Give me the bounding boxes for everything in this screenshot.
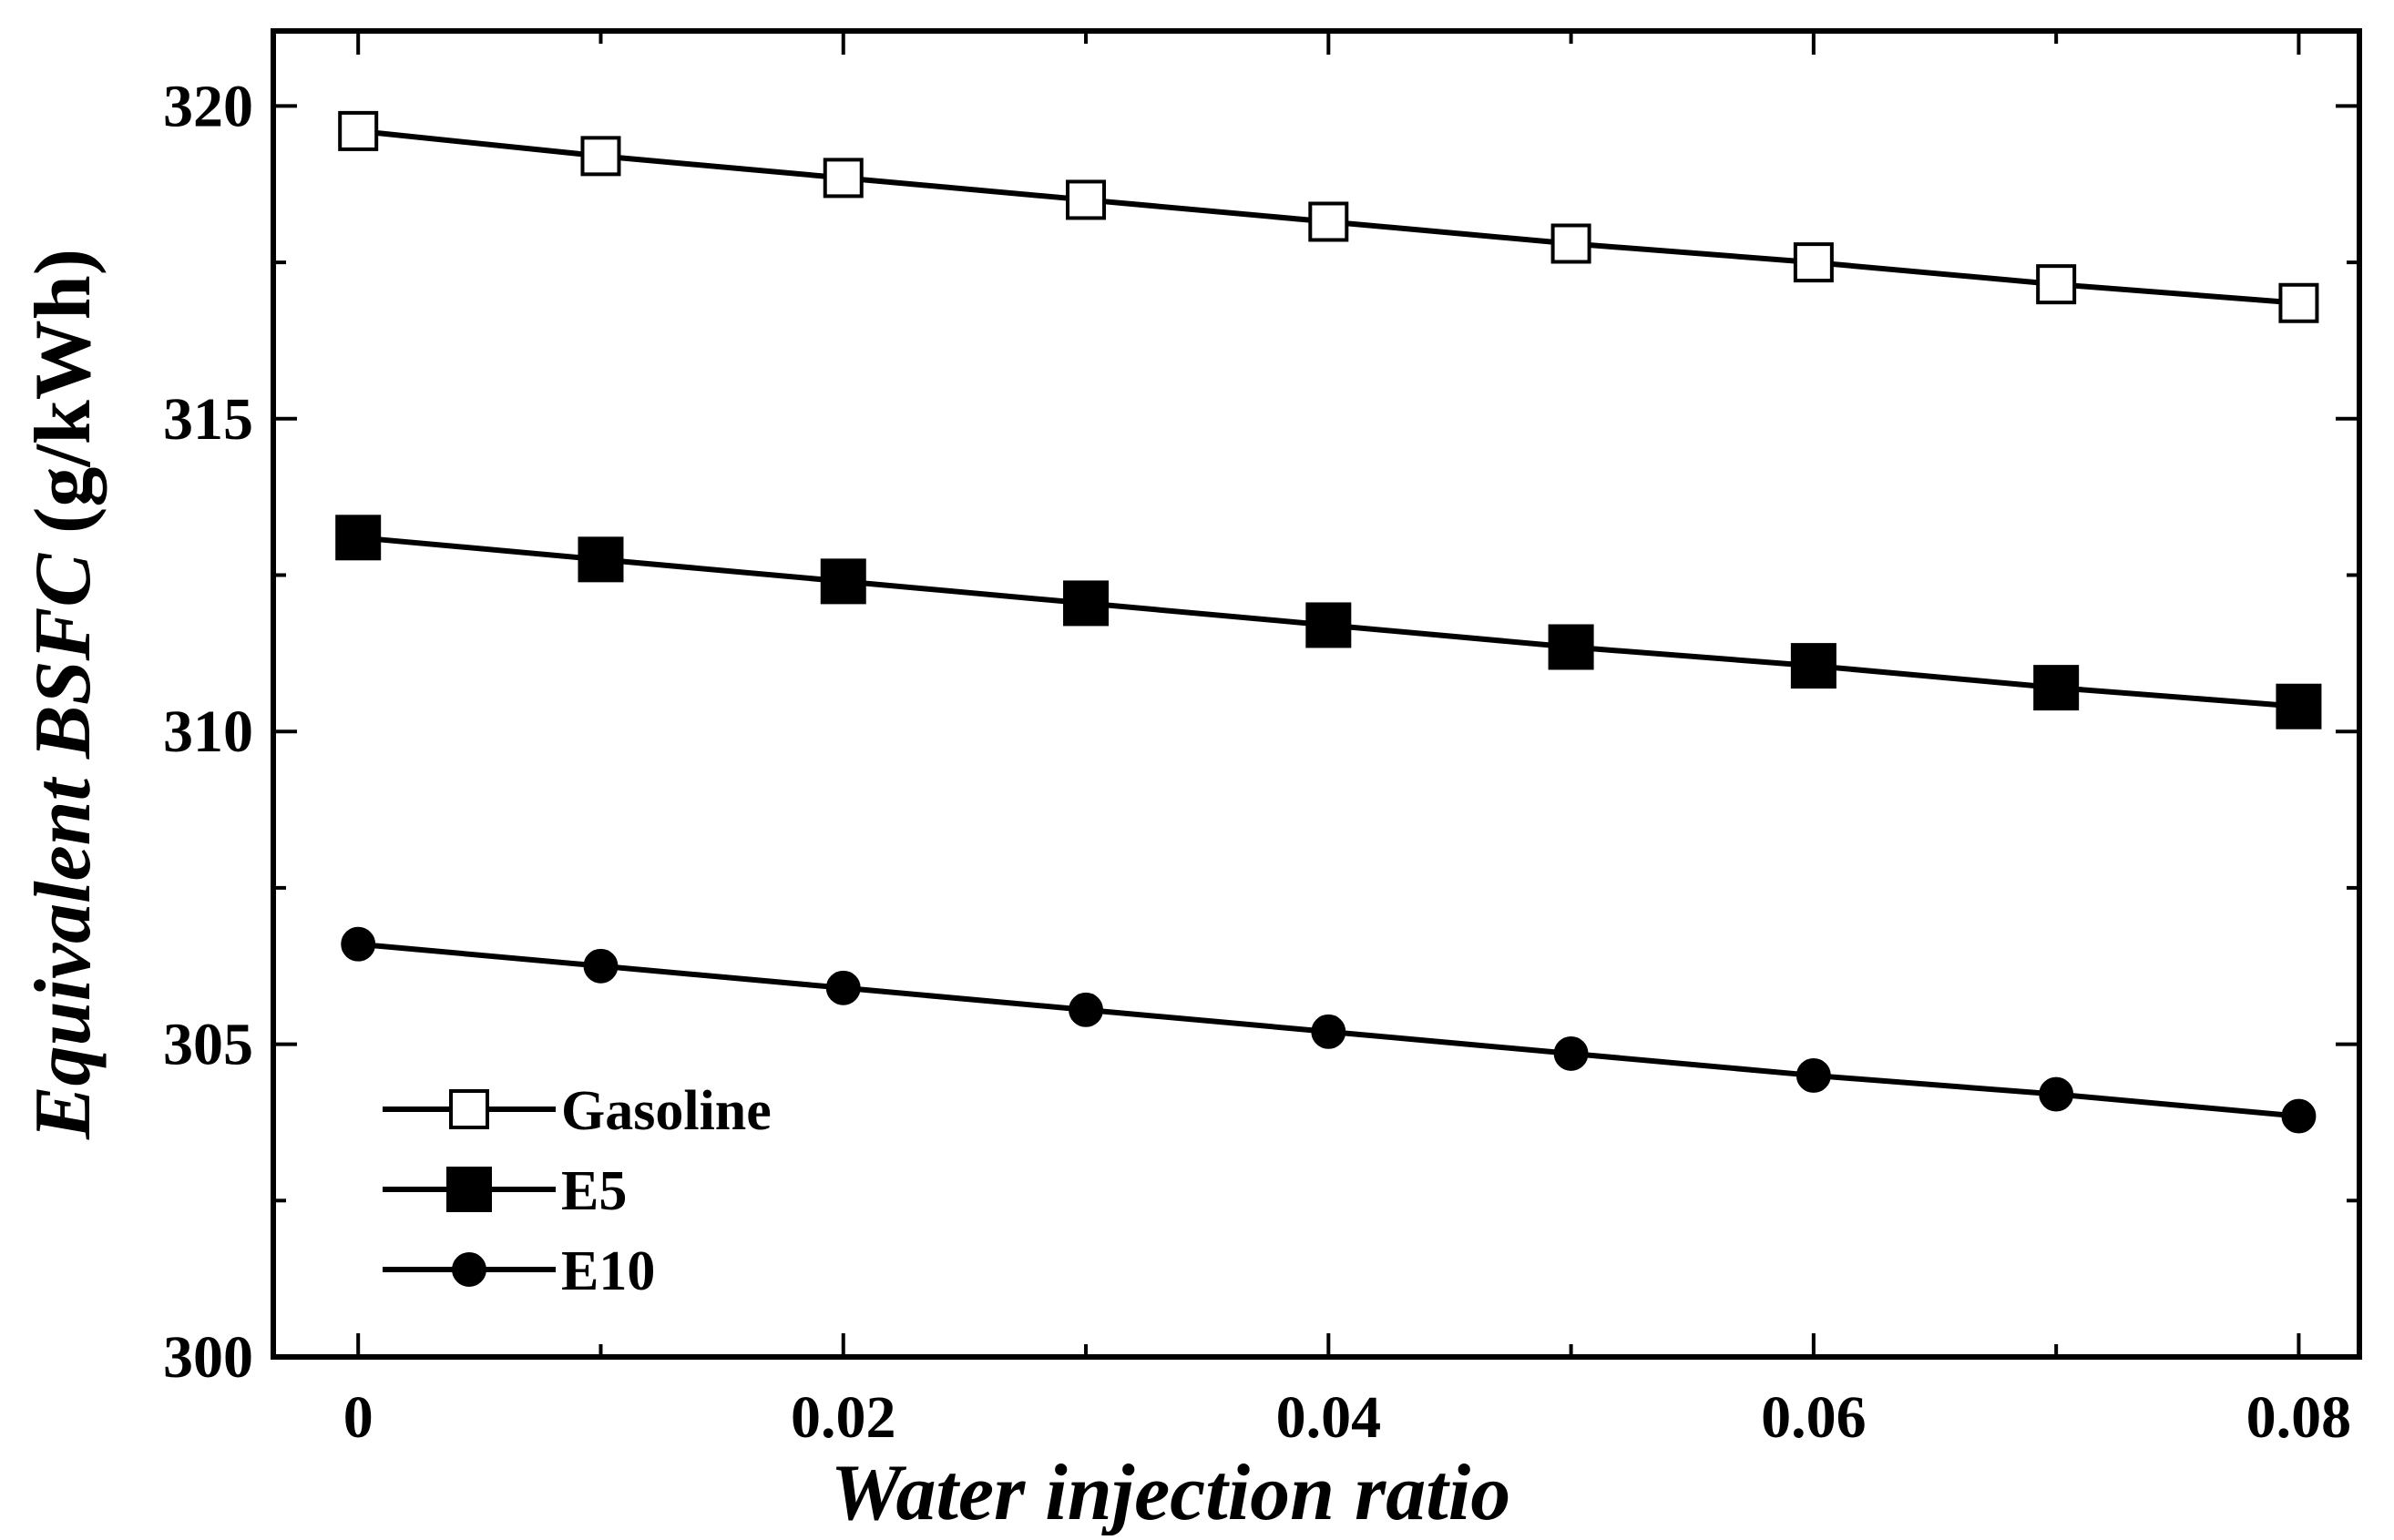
y-tick-label: 310 bbox=[163, 699, 253, 765]
data-point-e10 bbox=[2039, 1076, 2074, 1112]
x-axis-title: Water injection ratio bbox=[831, 1449, 1510, 1535]
legend-entry-e5: E5 bbox=[383, 1160, 627, 1222]
x-tick-label: 0 bbox=[343, 1384, 373, 1451]
legend-marker-e10 bbox=[452, 1252, 486, 1287]
legend-label-e10: E10 bbox=[561, 1240, 655, 1302]
data-point-gasoline bbox=[1066, 179, 1107, 220]
y-axis-title: Equivalent BSFC (g/kWh) bbox=[19, 249, 107, 1140]
y-axis-title-units: (g/kWh) bbox=[19, 249, 107, 554]
data-point-e10 bbox=[1553, 1035, 1589, 1071]
x-tick-label: 0.08 bbox=[2246, 1384, 2352, 1451]
data-point-gasoline bbox=[2278, 282, 2319, 323]
plot-frame bbox=[271, 28, 2362, 1360]
data-point-e5 bbox=[2276, 683, 2322, 729]
legend-entry-gasoline: Gasoline bbox=[383, 1080, 772, 1142]
y-tick-label: 315 bbox=[163, 386, 253, 453]
data-point-e10 bbox=[341, 926, 376, 962]
data-point-e5 bbox=[1548, 624, 1594, 670]
data-point-e5 bbox=[335, 515, 382, 561]
data-point-e10 bbox=[1311, 1014, 1346, 1049]
data-point-e10 bbox=[825, 970, 861, 1005]
series-gasoline bbox=[338, 110, 2319, 323]
data-point-gasoline bbox=[338, 110, 379, 151]
series-e5 bbox=[335, 515, 2322, 729]
data-point-e5 bbox=[2033, 665, 2080, 711]
y-axis-title-main: Equivalent BSFC bbox=[19, 553, 107, 1140]
data-point-gasoline bbox=[2036, 264, 2077, 305]
data-point-e5 bbox=[578, 536, 624, 583]
data-point-e5 bbox=[1790, 643, 1836, 689]
y-tick-label: 300 bbox=[163, 1324, 253, 1391]
x-tick-label: 0.02 bbox=[791, 1384, 896, 1451]
x-tick-label: 0.04 bbox=[1276, 1384, 1382, 1451]
legend-label-gasoline: Gasoline bbox=[561, 1080, 772, 1142]
data-point-e5 bbox=[1305, 602, 1352, 648]
data-point-e10 bbox=[1796, 1058, 1831, 1093]
data-point-e10 bbox=[1069, 992, 1103, 1027]
data-point-gasoline bbox=[823, 158, 864, 199]
data-point-gasoline bbox=[1308, 201, 1349, 242]
data-point-gasoline bbox=[580, 136, 621, 177]
legend-entry-e10: E10 bbox=[383, 1240, 655, 1302]
data-point-e5 bbox=[820, 558, 866, 605]
y-tick-label: 320 bbox=[163, 73, 253, 139]
data-point-gasoline bbox=[1793, 242, 1834, 283]
data-point-e10 bbox=[583, 948, 619, 984]
legend-marker-gasoline bbox=[449, 1089, 489, 1129]
data-point-e10 bbox=[2281, 1098, 2317, 1134]
data-point-gasoline bbox=[1550, 223, 1591, 264]
y-tick-label: 305 bbox=[163, 1012, 253, 1078]
x-tick-label: 0.06 bbox=[1761, 1384, 1867, 1451]
series-e10 bbox=[341, 926, 2317, 1134]
legend-marker-e5 bbox=[446, 1167, 492, 1212]
data-point-e5 bbox=[1063, 580, 1110, 627]
legend-label-e5: E5 bbox=[561, 1160, 627, 1222]
